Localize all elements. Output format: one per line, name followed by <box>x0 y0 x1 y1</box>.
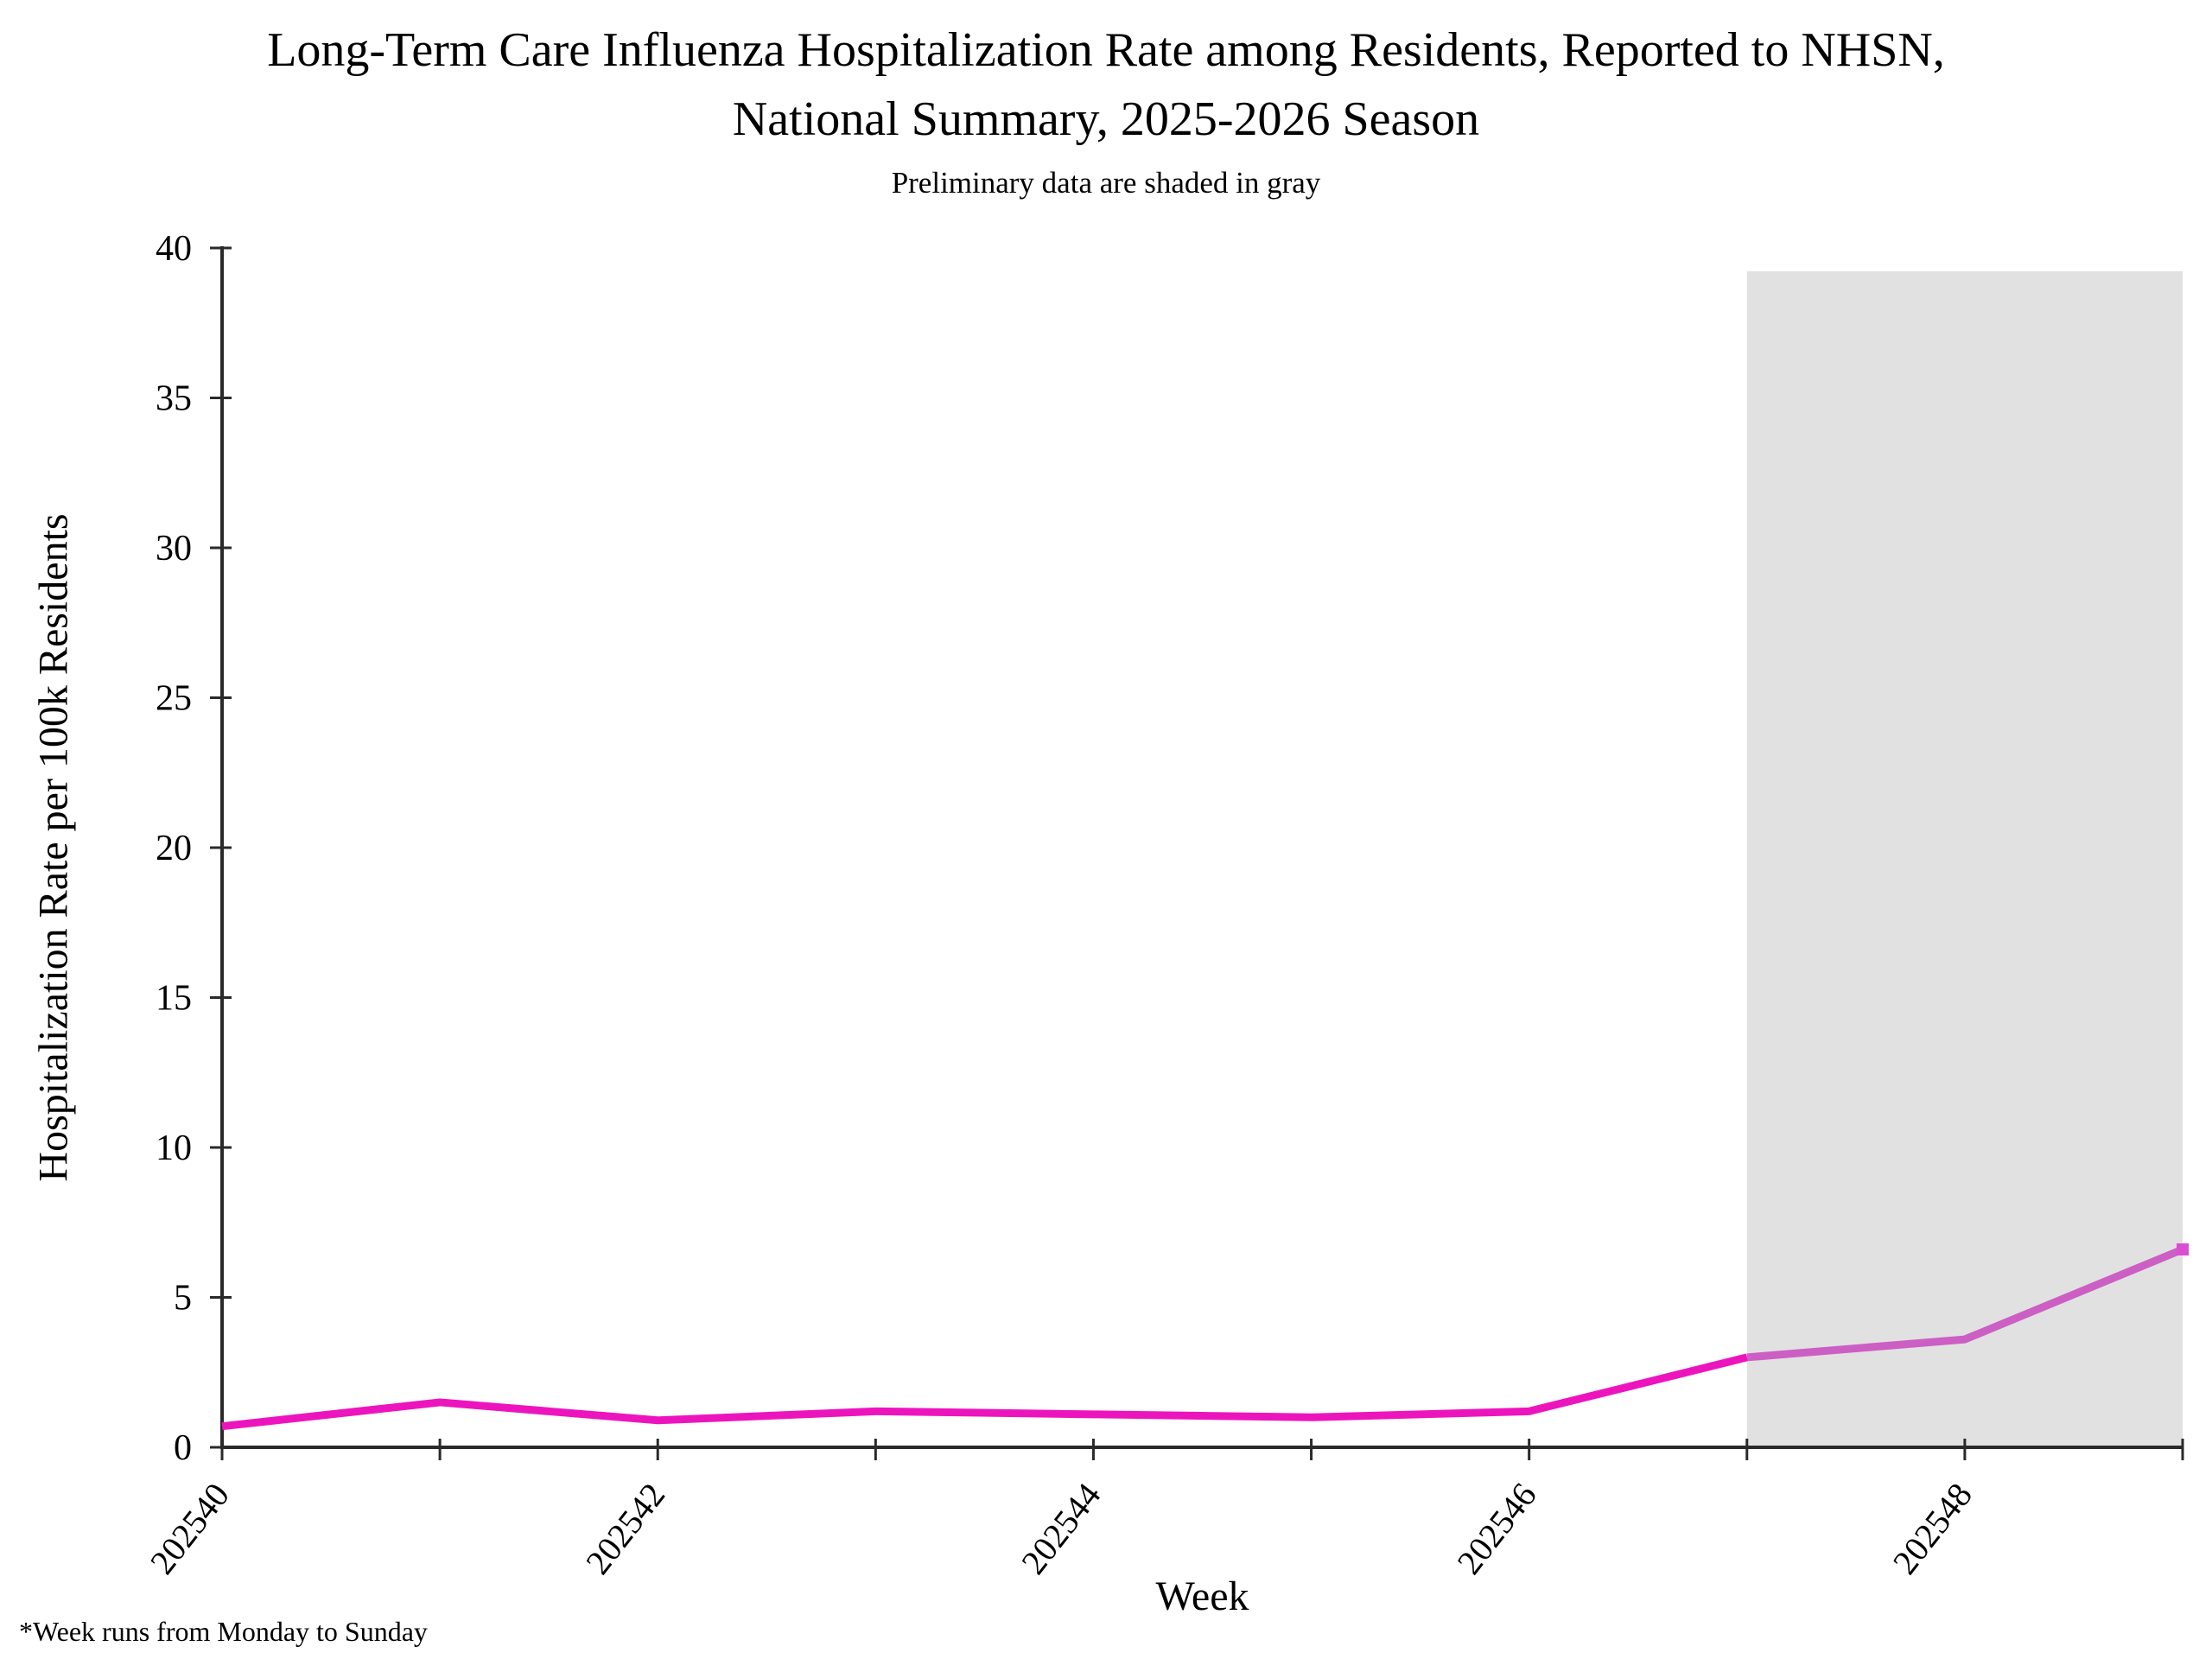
preliminary-region <box>1746 271 2183 1447</box>
y-tick-label: 25 <box>156 679 192 719</box>
y-tick-label: 5 <box>174 1279 192 1319</box>
footnote: *Week runs from Monday to Sunday <box>19 1616 428 1647</box>
data-line-preliminary <box>1746 1245 2184 1362</box>
chart-subtitle: Preliminary data are shaded in gray <box>891 166 1321 200</box>
y-tick-label: 35 <box>156 379 192 419</box>
y-tick-label: 10 <box>156 1128 192 1168</box>
data-line-confirmed <box>221 1353 1748 1431</box>
chart-title-line1: Long-Term Care Influenza Hospitalization… <box>267 23 1945 77</box>
x-tick-label: 202540 <box>143 1476 237 1581</box>
x-tick-label: 202544 <box>1014 1476 1108 1581</box>
y-tick-label: 30 <box>156 529 192 569</box>
x-tick-label: 202546 <box>1449 1476 1543 1581</box>
y-tick-label: 40 <box>156 229 192 269</box>
line-end-marker <box>2177 1243 2189 1255</box>
x-tick-label: 202548 <box>1885 1476 1980 1581</box>
y-tick-label: 0 <box>174 1428 192 1468</box>
y-tick-label: 20 <box>156 829 192 868</box>
y-tick-label: 15 <box>156 979 192 1019</box>
chart-title-line2: National Summary, 2025-2026 Season <box>732 92 1480 146</box>
x-axis-label: Week <box>1155 1573 1249 1619</box>
x-tick-label: 202542 <box>578 1476 672 1581</box>
